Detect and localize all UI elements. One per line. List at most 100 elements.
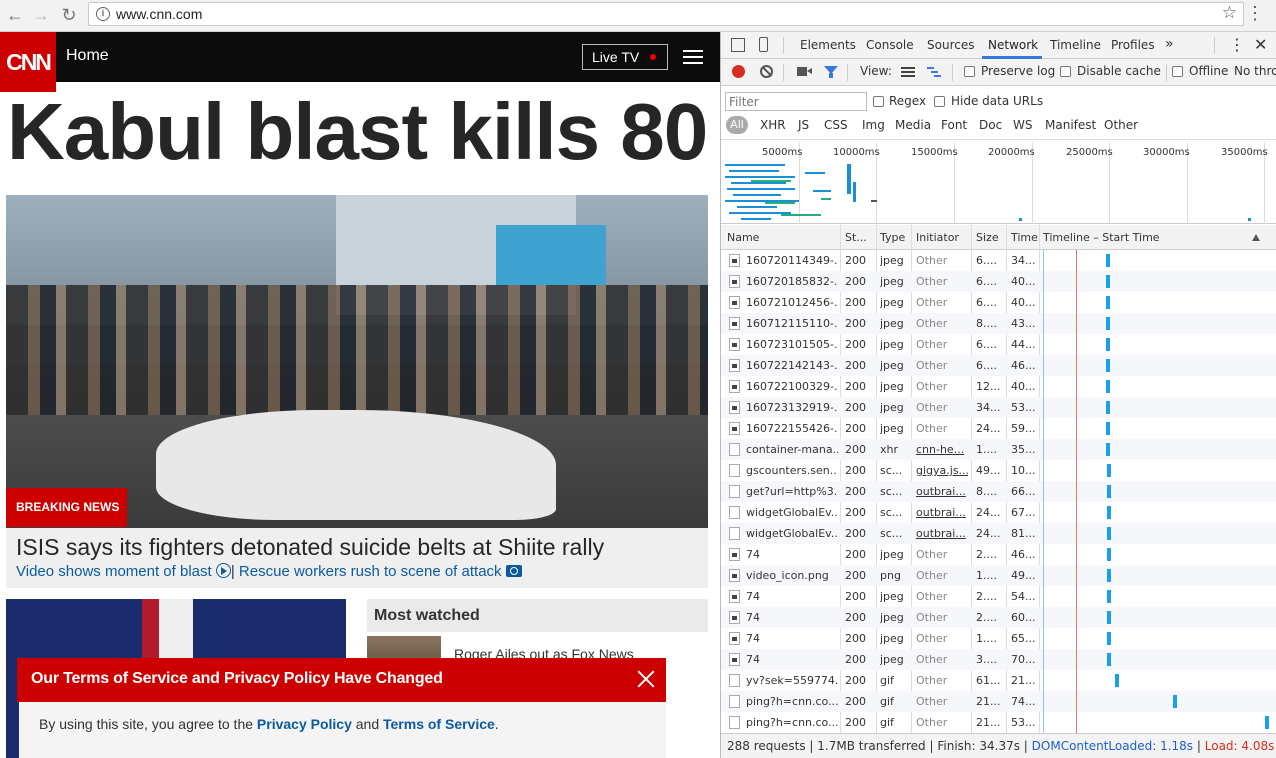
reload-icon[interactable]: ↻: [61, 5, 77, 25]
cell-initiator: Other: [916, 254, 948, 267]
forward-arrow-icon[interactable]: →: [32, 5, 50, 25]
table-row[interactable]: 160723132919-... 200 jpeg Other 34... 53...: [721, 397, 1276, 418]
privacy-policy-link[interactable]: Privacy Policy: [256, 716, 352, 732]
table-row[interactable]: 160722155426-... 200 jpeg Other 24... 59...: [721, 418, 1276, 439]
capture-screenshots-icon[interactable]: [797, 67, 812, 76]
col-type[interactable]: Type: [880, 231, 906, 244]
col-status[interactable]: St...: [845, 231, 867, 244]
table-row[interactable]: 160712115110-... 200 jpeg Other 8.... 43...: [721, 313, 1276, 334]
throttling-select[interactable]: No throt: [1234, 64, 1276, 78]
offline-checkbox[interactable]: [1172, 66, 1183, 77]
terms-of-service-link[interactable]: Terms of Service: [383, 716, 495, 732]
tab-profiles[interactable]: Profiles: [1111, 38, 1155, 52]
type-filter-xhr[interactable]: XHR: [760, 118, 786, 132]
sort-ascending-icon[interactable]: [1252, 234, 1260, 241]
url-text[interactable]: www.cnn.com: [116, 6, 203, 22]
large-rows-icon[interactable]: [901, 67, 915, 77]
cell-initiator: gigya.js...: [916, 464, 968, 477]
cell-name: 160723132919-...: [746, 401, 838, 414]
camera-icon[interactable]: [505, 565, 522, 577]
table-row[interactable]: 160723101505-... 200 jpeg Other 6.... 44...: [721, 334, 1276, 355]
cell-name: 74: [746, 611, 760, 624]
table-row[interactable]: 74 200 jpeg Other 2.... 60...: [721, 607, 1276, 628]
tab-timeline[interactable]: Timeline: [1050, 38, 1102, 52]
filter-icon[interactable]: [824, 66, 838, 78]
col-size[interactable]: Size: [976, 231, 999, 244]
tab-network[interactable]: Network: [988, 38, 1039, 52]
table-row[interactable]: 160722100329-... 200 jpeg Other 12... 40...: [721, 376, 1276, 397]
table-row[interactable]: gscounters.sen... 200 sc... gigya.js... 49..…: [721, 460, 1276, 481]
table-row[interactable]: 160722142143-... 200 jpeg Other 6.... 46...: [721, 355, 1276, 376]
close-devtools-icon[interactable]: ✕: [1254, 35, 1268, 54]
filter-input[interactable]: [725, 92, 867, 111]
star-icon[interactable]: ☆: [1221, 3, 1237, 22]
tab-console[interactable]: Console: [866, 38, 914, 52]
table-row[interactable]: 74 200 jpeg Other 2.... 54...: [721, 586, 1276, 607]
back-arrow-icon[interactable]: ←: [6, 5, 24, 25]
table-row[interactable]: 74 200 jpeg Other 2.... 46...: [721, 544, 1276, 565]
table-row[interactable]: container-mana... 200 xhr cnn-he... 1.... 35.…: [721, 439, 1276, 460]
table-row[interactable]: 74 200 jpeg Other 3.... 70...: [721, 649, 1276, 670]
clear-icon[interactable]: [760, 65, 773, 78]
type-filter-js[interactable]: JS: [798, 118, 810, 132]
table-row[interactable]: get?url=http%3... 200 sc... outbrai... 8....…: [721, 481, 1276, 502]
network-overview[interactable]: 5000ms 10000ms 15000ms 20000ms 25000ms 3…: [721, 142, 1276, 224]
table-row[interactable]: 74 200 jpeg Other 1.... 65...: [721, 628, 1276, 649]
preserve-log-checkbox[interactable]: [964, 66, 975, 77]
menu-dots-icon[interactable]: ⋮: [1246, 3, 1264, 23]
rescue-link[interactable]: Rescue workers rush to scene of attack: [238, 563, 502, 580]
device-mode-icon[interactable]: [759, 37, 768, 52]
table-row[interactable]: widgetGlobalEv... 200 sc... outbrai... 24...…: [721, 523, 1276, 544]
type-filter-img[interactable]: Img: [862, 118, 885, 132]
col-name[interactable]: Name: [727, 231, 760, 244]
disable-cache-label[interactable]: Disable cache: [1077, 64, 1161, 78]
cnn-logo[interactable]: CNN: [0, 32, 56, 92]
col-initiator[interactable]: Initiator: [916, 231, 959, 244]
inspect-element-icon[interactable]: [731, 38, 745, 52]
info-icon[interactable]: i: [96, 7, 110, 21]
tab-elements[interactable]: Elements: [800, 38, 856, 52]
type-filter-css[interactable]: CSS: [824, 118, 848, 132]
type-filter-media[interactable]: Media: [895, 118, 932, 132]
tab-sources[interactable]: Sources: [927, 38, 975, 52]
regex-checkbox[interactable]: [873, 96, 884, 107]
col-timeline[interactable]: Timeline – Start Time: [1043, 231, 1160, 244]
table-row[interactable]: 160721012456-... 200 jpeg Other 6.... 40...: [721, 292, 1276, 313]
preserve-log-label[interactable]: Preserve log: [981, 64, 1056, 78]
disable-cache-checkbox[interactable]: [1060, 66, 1071, 77]
address-bar[interactable]: i www.cnn.com ☆: [88, 2, 1244, 26]
table-row[interactable]: yv?sek=559774... 200 gif Other 61... 21...: [721, 670, 1276, 691]
type-filter-manifest[interactable]: Manifest: [1045, 118, 1097, 132]
nav-home-link[interactable]: Home: [66, 47, 109, 64]
hide-data-urls-label[interactable]: Hide data URLs: [951, 94, 1044, 108]
cell-time: 40...: [1011, 275, 1036, 288]
devtools-menu-icon[interactable]: ⋮: [1229, 35, 1245, 54]
play-icon[interactable]: [215, 563, 231, 578]
table-row[interactable]: video_icon.png 200 png Other 1.... 49...: [721, 565, 1276, 586]
page-headline[interactable]: Kabul blast kills 80: [7, 87, 708, 176]
type-filter-all[interactable]: All: [726, 116, 748, 134]
type-filter-ws[interactable]: WS: [1013, 118, 1033, 132]
table-row[interactable]: 160720185832-... 200 jpeg Other 6.... 40...: [721, 271, 1276, 292]
table-row[interactable]: widgetGlobalEv... 200 sc... outbrai... 24...…: [721, 502, 1276, 523]
video-link[interactable]: Video shows moment of blast: [16, 563, 212, 580]
type-filter-font[interactable]: Font: [941, 118, 968, 132]
hero-photo[interactable]: [6, 195, 708, 528]
hide-data-urls-checkbox[interactable]: [934, 96, 945, 107]
offline-label[interactable]: Offline: [1189, 64, 1229, 78]
type-filter-other[interactable]: Other: [1104, 118, 1139, 132]
overview-icon[interactable]: [927, 67, 941, 77]
hero-caption-title[interactable]: ISIS says its fighters detonated suicide…: [16, 534, 605, 560]
col-time[interactable]: Time: [1011, 231, 1038, 244]
close-icon[interactable]: [636, 668, 656, 688]
live-tv-button[interactable]: Live TV: [582, 44, 668, 70]
hamburger-menu-icon[interactable]: [683, 50, 703, 64]
table-row[interactable]: ping?h=cnn.co... 200 gif Other 21... 74...: [721, 691, 1276, 712]
table-row[interactable]: 160720114349-... 200 jpeg Other 6.... 34...: [721, 250, 1276, 271]
type-filter-doc[interactable]: Doc: [979, 118, 1003, 132]
table-row[interactable]: ping?h=cnn.co... 200 gif Other 21... 53...: [721, 712, 1276, 733]
record-icon[interactable]: [732, 65, 745, 78]
cell-type: jpeg: [880, 401, 904, 414]
more-tabs-icon[interactable]: »: [1165, 36, 1174, 52]
regex-label[interactable]: Regex: [889, 94, 927, 108]
